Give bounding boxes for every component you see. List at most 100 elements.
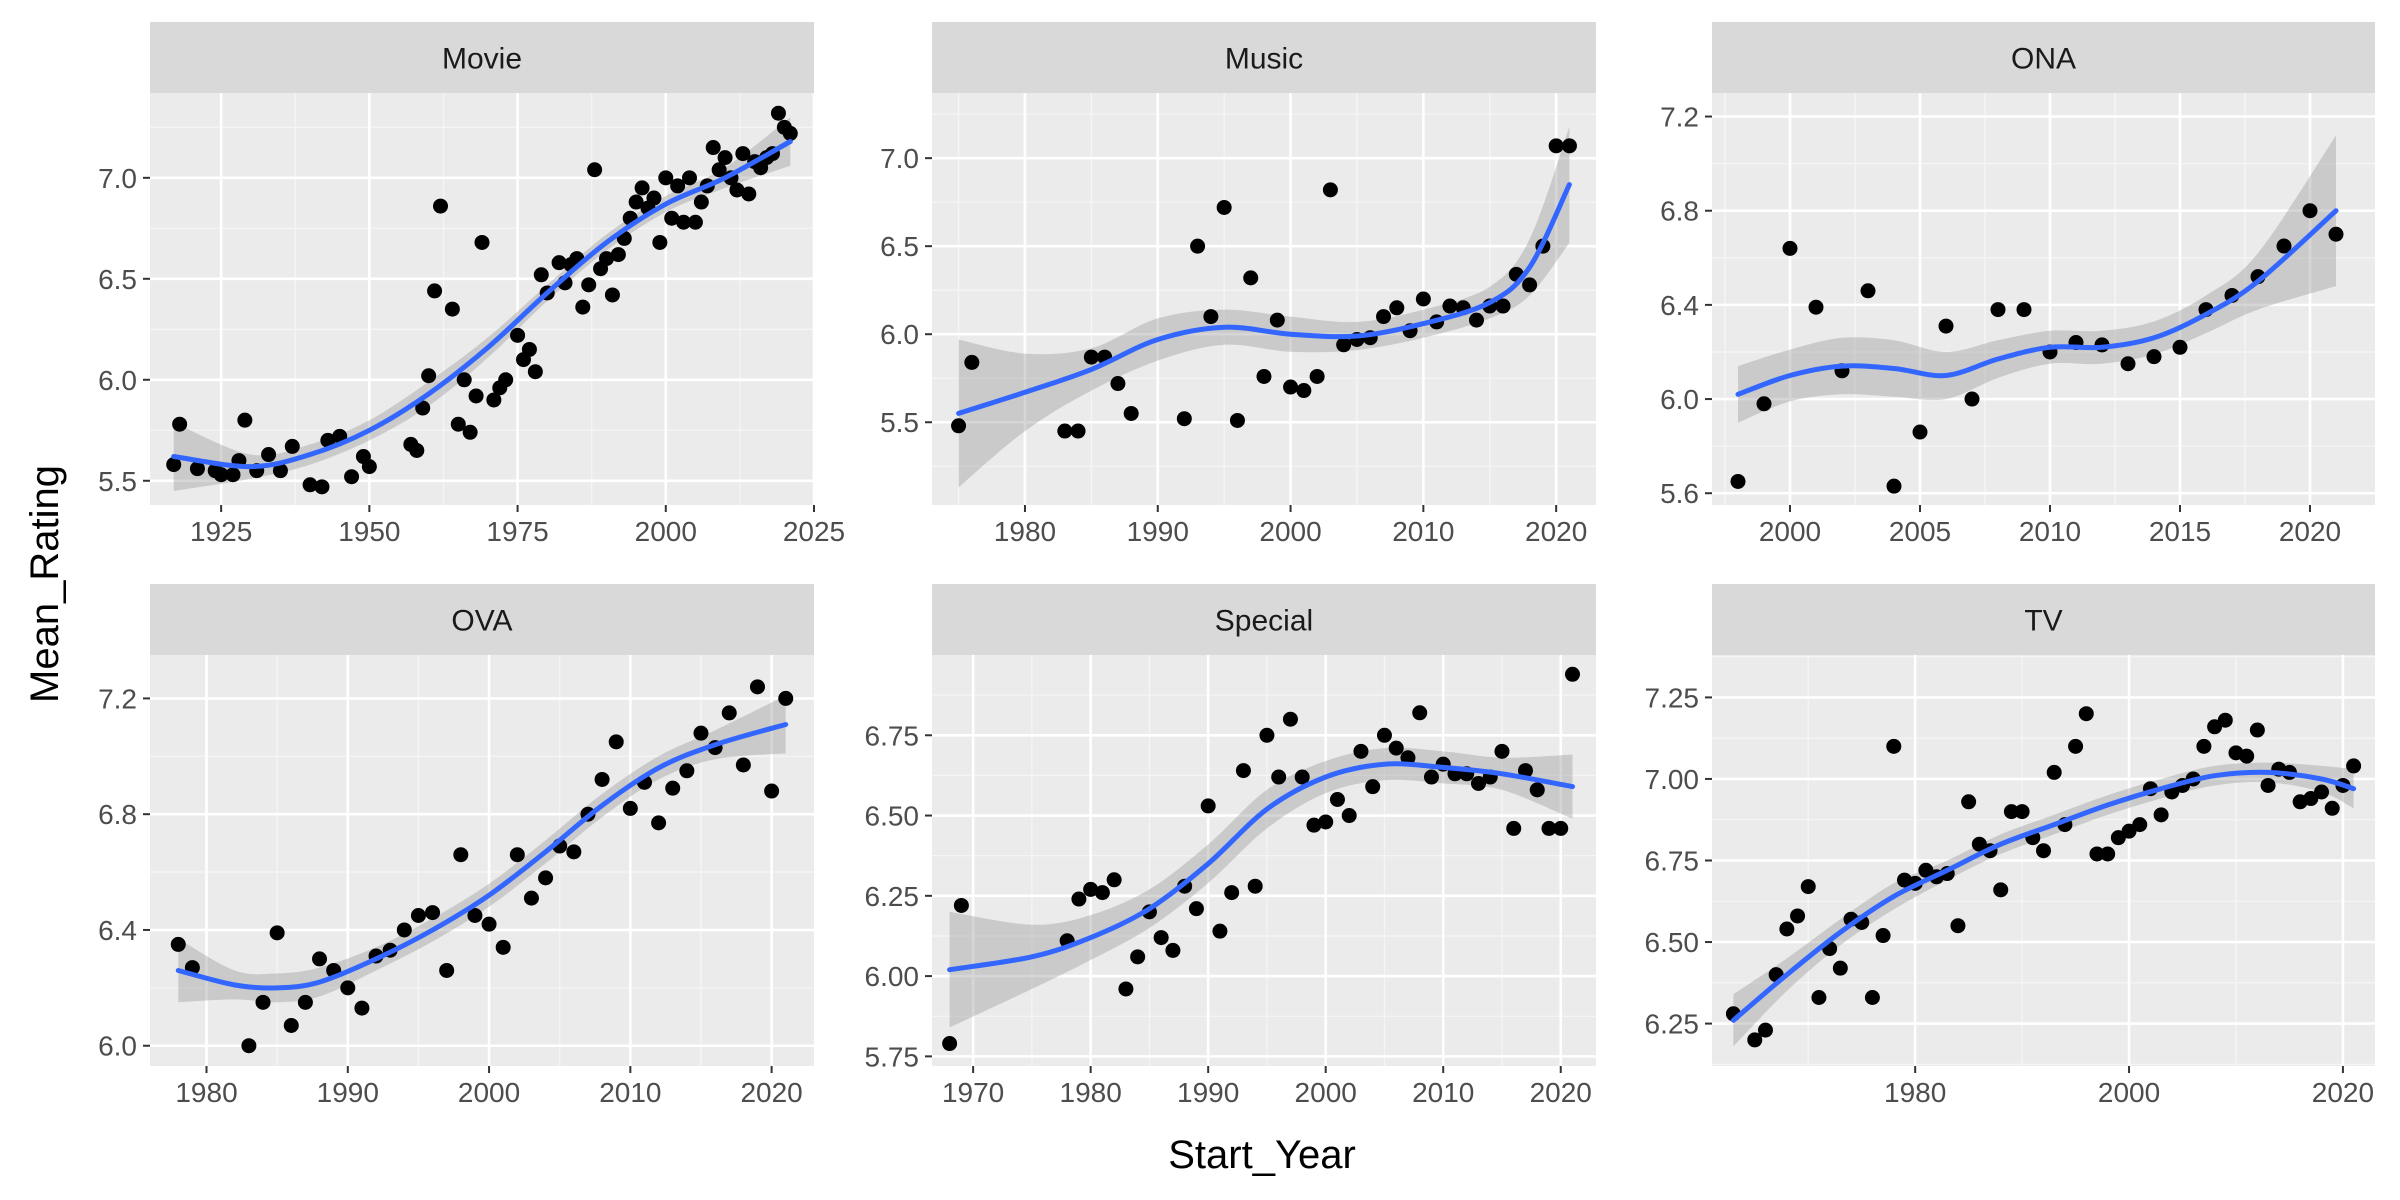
data-point xyxy=(1229,412,1245,428)
x-tick-label: 1980 xyxy=(1060,1077,1122,1108)
data-point xyxy=(1522,277,1538,293)
strip-label-ova: OVA xyxy=(451,605,512,638)
data-point xyxy=(1057,423,1073,439)
data-point xyxy=(1389,300,1405,316)
data-point xyxy=(189,461,205,477)
data-point xyxy=(425,905,441,921)
y-tick-label: 6.5 xyxy=(880,231,919,262)
data-point xyxy=(509,847,525,863)
data-point xyxy=(1269,312,1285,328)
data-point xyxy=(415,400,431,416)
x-tick-label: 2010 xyxy=(2019,516,2081,547)
data-point xyxy=(410,907,426,923)
data-point xyxy=(2068,738,2084,754)
data-point xyxy=(1415,291,1431,307)
x-tick-label: 2000 xyxy=(1259,516,1321,547)
x-tick-label: 1980 xyxy=(1884,1077,1946,1108)
x-tick-label: 2010 xyxy=(1412,1077,1474,1108)
data-point xyxy=(721,705,737,721)
panel-background-special xyxy=(932,655,1596,1066)
data-point xyxy=(1376,309,1392,325)
data-point xyxy=(1990,302,2006,318)
smooth-line-tv xyxy=(1730,769,2357,1023)
y-tick-label: 6.8 xyxy=(1660,196,1699,227)
data-point xyxy=(587,162,603,178)
data-point xyxy=(2346,758,2362,774)
data-point xyxy=(1517,763,1533,779)
data-point xyxy=(1548,138,1564,154)
data-point xyxy=(527,364,543,380)
data-point xyxy=(283,1017,299,1033)
data-point xyxy=(1757,1022,1773,1038)
data-point xyxy=(1800,879,1816,895)
panel-special: Special 1970 1980 1990 2000 2010 2020 5.75 6.00 6… xyxy=(865,584,1596,1108)
data-point xyxy=(670,178,686,194)
data-point xyxy=(1071,891,1087,907)
data-point xyxy=(652,234,668,250)
data-point xyxy=(2314,784,2330,800)
panel-background-ova xyxy=(150,655,814,1066)
strip-label-ona: ONA xyxy=(2011,43,2076,76)
data-point xyxy=(735,757,751,773)
x-tick-label: 2025 xyxy=(783,516,845,547)
data-point xyxy=(409,442,425,458)
data-point xyxy=(1256,368,1272,384)
y-tick-label: 6.4 xyxy=(1660,290,1699,321)
panel-background-movie xyxy=(150,93,814,505)
x-tick-label: 2020 xyxy=(740,1077,802,1108)
data-point xyxy=(687,214,703,230)
data-point xyxy=(172,416,188,432)
data-point xyxy=(1094,885,1110,901)
data-point xyxy=(622,800,638,816)
y-tick-label: 7.0 xyxy=(98,163,137,194)
data-point xyxy=(604,287,620,303)
data-point xyxy=(2324,800,2340,816)
y-tick-label: 6.50 xyxy=(865,801,920,832)
y-tick-label: 6.0 xyxy=(880,319,919,350)
data-point xyxy=(1365,779,1381,795)
strip-special xyxy=(932,584,1596,655)
data-point xyxy=(778,690,794,706)
x-axis-title: Start_Year xyxy=(1168,1133,1356,1177)
x-tick-label: 1980 xyxy=(175,1077,237,1108)
data-point xyxy=(2249,722,2265,738)
axes-music: 1980 1990 2000 2010 2020 5.5 6.0 6.5 7.0 xyxy=(880,143,1587,547)
data-point xyxy=(1561,138,1577,154)
data-point xyxy=(1564,666,1580,682)
data-point xyxy=(1779,921,1795,937)
data-point xyxy=(2014,804,2030,820)
data-point xyxy=(1283,379,1299,395)
data-point xyxy=(658,170,674,186)
y-tick-label: 6.0 xyxy=(98,365,137,396)
y-tick-label: 6.0 xyxy=(1660,384,1699,415)
panel-music: Music 1980 1990 2000 2010 2020 5.5 6.0 6.5 7.0 xyxy=(880,22,1596,547)
plot-area-movie xyxy=(166,105,798,495)
panel-ova: OVA 1980 1990 2000 2010 2020 6.0 6.4 6.8 7.2 xyxy=(98,584,814,1108)
data-point xyxy=(1271,769,1287,785)
data-point xyxy=(782,125,798,141)
data-point xyxy=(2132,817,2148,833)
grid-movie xyxy=(150,93,816,505)
data-point xyxy=(533,267,549,283)
data-point xyxy=(2120,356,2136,372)
y-tick-label: 6.75 xyxy=(1645,846,1700,877)
strip-tv xyxy=(1712,584,2375,655)
y-tick-label: 6.75 xyxy=(865,720,920,751)
data-point xyxy=(1123,405,1139,421)
data-point xyxy=(693,725,709,741)
data-point xyxy=(676,214,692,230)
data-point xyxy=(1296,383,1312,399)
data-point xyxy=(1203,309,1219,325)
data-point xyxy=(651,815,667,831)
data-point xyxy=(646,190,662,206)
data-point xyxy=(664,210,680,226)
data-point xyxy=(255,994,271,1010)
data-point xyxy=(2328,226,2344,242)
data-point xyxy=(523,890,539,906)
x-tick-label: 2005 xyxy=(1889,516,1951,547)
confidence-band-ova xyxy=(178,695,786,1003)
x-tick-label: 2000 xyxy=(2098,1077,2160,1108)
data-point xyxy=(284,438,300,454)
data-point xyxy=(1110,376,1126,392)
data-point xyxy=(1106,872,1122,888)
